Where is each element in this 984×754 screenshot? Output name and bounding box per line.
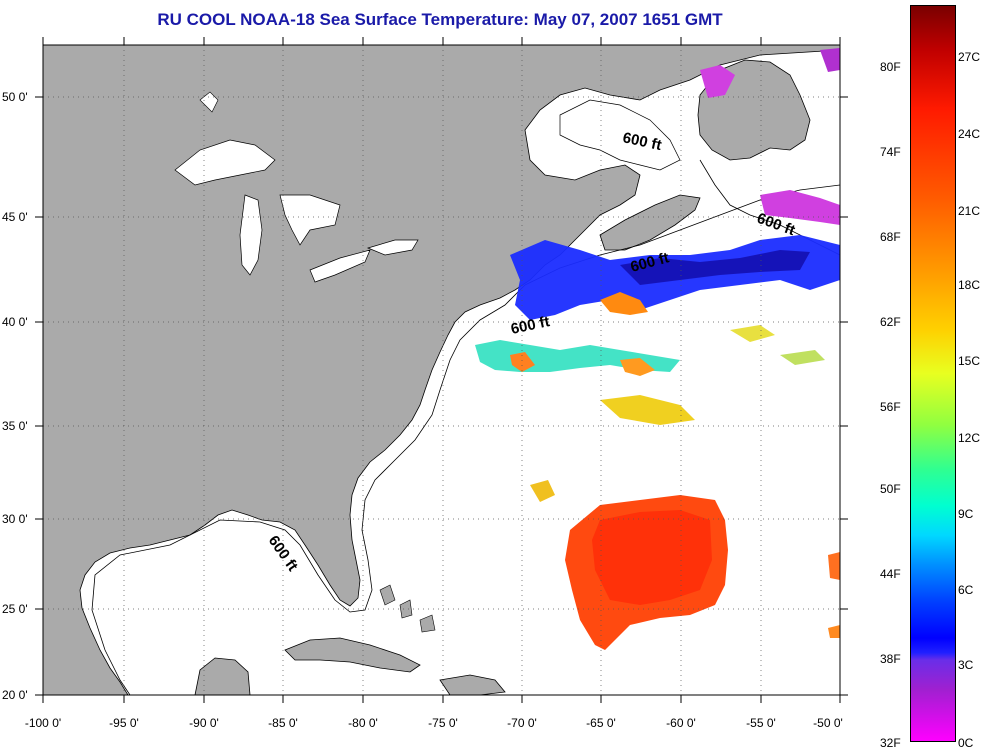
lon-label-100: -100 0' [24,716,62,730]
colorbar-f-38: 38F [880,652,901,666]
colorbar-f-74: 74F [880,145,901,159]
colorbar-c-12: 12C [958,431,981,445]
colorbar-f-68: 68F [880,230,901,244]
lat-label-25: 25 0' [2,602,28,616]
lat-label-35: 35 0' [2,419,28,433]
sst-yellow-patch-2 [730,325,775,342]
colorbar-c-0: 0C [958,736,974,750]
lat-label-50: 50 0' [2,90,28,104]
axis-ticks [35,37,848,703]
colorbar-f-50: 50F [880,482,901,496]
colorbar-c-15: 15C [958,354,981,368]
lon-label-85: -85 0' [268,716,298,730]
sst-warm-east-2 [828,625,840,638]
lon-label-60: -60 0' [666,716,696,730]
colorbar-f-44: 44F [880,567,901,581]
sst-warm-eddy-1 [510,352,535,372]
land-north-america [42,44,841,696]
lon-label-90: -90 0' [189,716,219,730]
lon-label-80: -80 0' [348,716,378,730]
lat-label-45: 45 0' [2,210,28,224]
lake-huron [279,194,341,246]
colorbar-f-80: 80F [880,60,901,74]
sst-violet-labrador [760,190,840,225]
colorbar-c-27: 27C [958,50,981,64]
land-cuba [284,637,421,673]
lon-label-65: -65 0' [586,716,616,730]
colorbar-c-24: 24C [958,127,981,141]
lake-superior [174,139,276,186]
colorbar-c-6: 6C [958,583,974,597]
sst-gulfstream-warm [600,292,648,315]
map-title: RU COOL NOAA-18 Sea Surface Temperature:… [157,10,723,29]
lake-michigan [239,194,263,276]
sst-yellow-patch-3 [530,480,555,502]
sst-violet-ne [820,48,840,72]
colorbar-c-3: 3C [958,658,974,672]
map-frame [42,44,841,696]
lon-label-55: -55 0' [746,716,776,730]
lake-ontario [366,239,419,256]
sst-violet-north [700,65,735,98]
lat-label-20: 20 0' [2,688,28,702]
colorbar-c-21: 21C [958,204,981,218]
sst-warm-eddy-2 [620,358,655,376]
sst-warm-east [828,552,840,580]
land-nova-scotia [599,194,701,251]
sst-yellow-patch-4 [780,350,825,365]
colorbar-c-18: 18C [958,278,981,292]
gulf-st-lawrence [559,99,681,171]
colorbar-f-62: 62F [880,315,901,329]
lon-label-95: -95 0' [109,716,139,730]
sst-cold-dark [620,250,810,285]
graticule [43,45,840,695]
lon-label-70: -70 0' [507,716,537,730]
land-bahamas [379,584,436,633]
lat-label-40: 40 0' [2,315,28,329]
lon-label-50: -50 0' [813,716,843,730]
sst-yellow-patch-1 [600,395,695,425]
colorbar-f-56: 56F [880,400,901,414]
lon-label-75: -75 0' [428,716,458,730]
colorbar [910,5,956,742]
lake-erie [309,249,371,283]
colorbar-c-9: 9C [958,507,974,521]
lat-label-30: 30 0' [2,512,28,526]
colorbar-f-32: 32F [880,736,901,750]
sst-warm-block-inner [592,510,712,605]
